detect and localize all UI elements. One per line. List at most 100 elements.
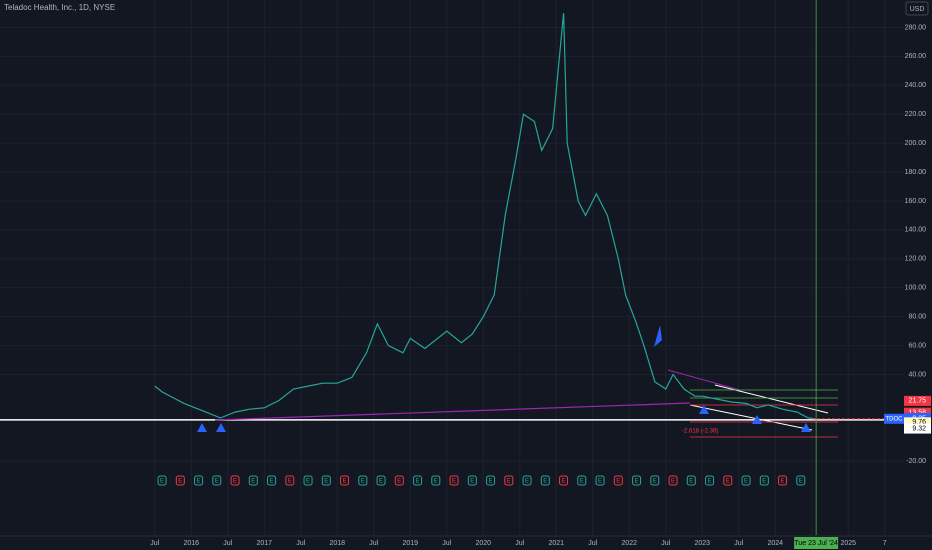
plot [0,0,903,535]
earnings-marker [157,475,167,486]
price-line [154,12,816,420]
y-tick-label: 40.00 [908,371,926,378]
earnings-marker [540,475,550,486]
earnings-marker [504,475,514,486]
earnings-label: E [215,479,219,485]
y-tick-label: 100.00 [905,285,927,292]
earnings-label: E [251,479,255,485]
earnings-marker [741,475,751,486]
price-axis [903,0,932,550]
earnings-label: E [726,479,730,485]
earnings-marker [340,475,350,486]
earnings-label: E [762,479,766,485]
earnings-label: E [507,479,511,485]
earnings-marker [723,475,733,486]
earnings-label: E [616,479,620,485]
earnings-label: E [489,479,493,485]
earnings-label: E [744,479,748,485]
earnings-label: E [525,479,529,485]
earnings-marker [759,475,769,486]
x-tick-label: 7 [883,540,887,547]
earnings-marker [595,475,605,486]
y-tick-label: 120.00 [905,256,927,263]
earnings-marker [778,475,788,486]
earnings-label: E [416,479,420,485]
y-tick-label: 160.00 [905,198,927,205]
earnings-marker [486,475,496,486]
price-label: 9.76 [912,419,926,426]
price-label: 21.75 [908,398,926,405]
trend-line [214,402,691,421]
y-tick-label: 240.00 [905,82,927,89]
earnings-marker [212,475,222,486]
earnings-marker [194,475,204,486]
fib-label: -2.618 (-2.38) [682,429,718,435]
earnings-label: E [781,479,785,485]
earnings-label: E [324,479,328,485]
earnings-marker [248,475,258,486]
arrow-marker [752,415,762,424]
trend-line [667,369,741,391]
earnings-marker [376,475,386,486]
earnings-label: E [160,479,164,485]
crosshair-label: Tue 23 Jul '24 [794,540,838,547]
earnings-label: E [343,479,347,485]
earnings-marker [559,475,569,486]
y-tick-label: 220.00 [905,111,927,118]
earnings-label: E [562,479,566,485]
earnings-marker [413,475,423,486]
earnings-marker [431,475,441,486]
crosshair-box [794,537,839,549]
y-tick-label: 140.00 [905,227,927,234]
earnings-label: E [233,479,237,485]
earnings-label: E [543,479,547,485]
earnings-marker [668,475,678,486]
earnings-marker [522,475,532,486]
grid [0,0,903,535]
earnings-label: E [288,479,292,485]
arrow-marker [801,423,811,432]
earnings-label: E [635,479,639,485]
earnings-marker [358,475,368,486]
trend-line [689,404,813,431]
y-tick-label: 180.00 [905,169,927,176]
earnings-marker [449,475,459,486]
earnings-marker [303,475,313,486]
earnings-label: E [361,479,365,485]
x-tick-label: 2018 [329,540,345,547]
earnings-label: E [689,479,693,485]
earnings-marker [705,475,715,486]
earnings-label: E [653,479,657,485]
x-tick-label: 2021 [548,540,564,547]
earnings-label: E [598,479,602,485]
x-tick-label: Jul [223,540,232,547]
price-label: 9.32 [912,425,926,432]
chart-title: Teladoc Health, Inc., 1D, NYSE [4,3,115,12]
x-tick-label: 2017 [256,540,272,547]
x-tick-label: Jul [661,540,670,547]
earnings-marker [285,475,295,486]
x-tick-label: 2022 [621,540,637,547]
price-label-box [904,395,931,406]
earnings-marker [577,475,587,486]
arrow-marker [216,423,226,432]
earnings-label: E [306,479,310,485]
earnings-label: E [452,479,456,485]
x-tick-label: Jul [734,540,743,547]
earnings-marker [613,475,623,486]
earnings-label: E [708,479,712,485]
ticker-label: TDOC [886,416,904,422]
earnings-marker [686,475,696,486]
price-label-box [904,423,931,434]
price-label-box [904,407,931,418]
arrow-marker [654,325,662,347]
arrow-marker [699,405,709,414]
y-tick-label: 200.00 [905,140,927,147]
x-tick-label: 2023 [694,540,710,547]
earnings-marker [267,475,277,486]
earnings-label: E [379,479,383,485]
x-tick-label: 2016 [183,540,199,547]
x-tick-label: 2025 [840,540,856,547]
